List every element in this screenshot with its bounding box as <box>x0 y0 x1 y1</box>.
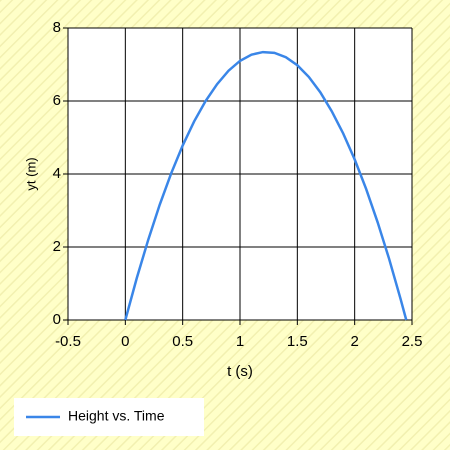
y-tick-label: 2 <box>53 238 61 255</box>
x-axis-label: t (s) <box>227 363 253 380</box>
x-tick-label: -0.5 <box>55 333 81 350</box>
y-tick-label: 8 <box>53 19 61 36</box>
legend-label: Height vs. Time <box>68 408 165 424</box>
x-tick-label: 0 <box>121 333 129 350</box>
x-tick-label: 2 <box>350 333 358 350</box>
x-tick-label: 0.5 <box>172 333 193 350</box>
x-tick-label: 2.5 <box>402 333 423 350</box>
y-tick-label: 0 <box>53 311 61 328</box>
data-line <box>124 50 408 321</box>
y-tick-label: 4 <box>53 165 61 182</box>
y-tick-label: 6 <box>53 92 61 109</box>
y-axis-label: yt (m) <box>23 157 38 190</box>
x-tick-label: 1 <box>236 333 244 350</box>
x-tick-label: 1.5 <box>287 333 308 350</box>
